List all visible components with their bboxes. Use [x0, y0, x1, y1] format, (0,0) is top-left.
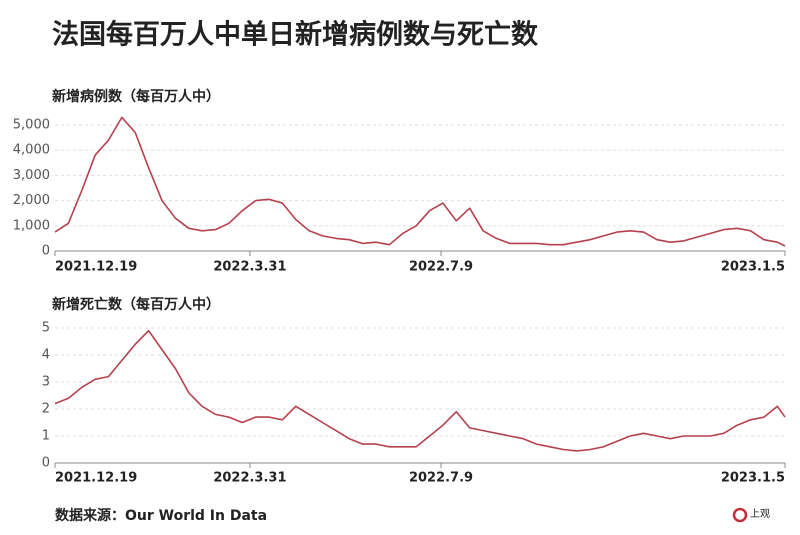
y-tick-label: 2	[42, 402, 50, 417]
x-tick-label: 2023.1.5	[721, 471, 785, 486]
x-tick-label: 2022.3.31	[213, 471, 286, 486]
panel-title: 新增病例数（每百万人中）	[52, 88, 220, 105]
source: 数据来源：Our World In Data	[55, 507, 267, 524]
x-tick-label: 2023.1.5	[721, 260, 785, 275]
x-tick-label: 2022.7.9	[409, 471, 473, 486]
x-tick-label: 2021.12.19	[55, 471, 137, 486]
y-tick-label: 5,000	[13, 118, 50, 133]
data-line	[54, 329, 786, 452]
x-tick-label: 2022.7.9	[409, 260, 473, 275]
y-tick-label: 1	[42, 429, 50, 444]
data-line	[54, 116, 786, 247]
logo-icon	[732, 507, 748, 523]
y-tick-label: 1,000	[13, 218, 50, 233]
x-tick-label: 2021.12.19	[55, 260, 137, 275]
x-tick-label: 2022.3.31	[213, 260, 286, 275]
y-tick-label: 3	[42, 375, 50, 390]
y-tick-label: 4,000	[13, 143, 50, 158]
logo: 上观	[750, 508, 770, 520]
y-tick-label: 4	[42, 348, 50, 363]
panel-title: 新增死亡数（每百万人中）	[52, 296, 220, 313]
y-tick-label: 2,000	[13, 193, 50, 208]
y-tick-label: 5	[42, 321, 50, 336]
y-tick-label: 0	[42, 456, 50, 471]
y-tick-label: 0	[42, 244, 50, 259]
y-tick-label: 3,000	[13, 168, 50, 183]
page-title: 法国每百万人中单日新增病例数与死亡数	[52, 19, 539, 51]
